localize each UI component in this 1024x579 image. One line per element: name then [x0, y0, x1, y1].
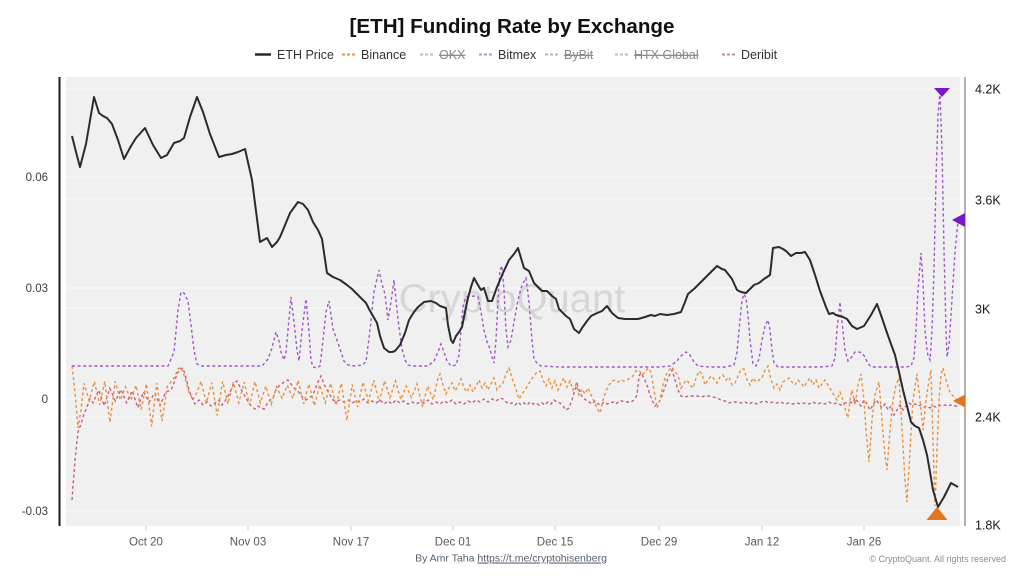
- svg-text:4.2K: 4.2K: [975, 83, 1001, 97]
- svg-text:© CryptoQuant. All rights rese: © CryptoQuant. All rights reserved: [869, 554, 1006, 564]
- svg-text:Dec 15: Dec 15: [537, 537, 573, 549]
- svg-text:3K: 3K: [975, 303, 991, 317]
- svg-text:0: 0: [42, 394, 48, 406]
- svg-text:Binance: Binance: [361, 48, 406, 62]
- svg-text:Oct 20: Oct 20: [129, 537, 163, 549]
- svg-text:Nov 17: Nov 17: [333, 537, 369, 549]
- svg-text:Dec 29: Dec 29: [641, 537, 677, 549]
- svg-text:ETH Price: ETH Price: [277, 48, 334, 62]
- svg-text:Nov 03: Nov 03: [230, 537, 266, 549]
- svg-text:CryptoQuant: CryptoQuant: [399, 277, 626, 321]
- svg-text:ByBit: ByBit: [564, 48, 594, 62]
- svg-text:1.8K: 1.8K: [975, 519, 1001, 533]
- svg-text:0.03: 0.03: [26, 283, 48, 295]
- svg-text:OKX: OKX: [439, 48, 466, 62]
- svg-text:2.4K: 2.4K: [975, 411, 1001, 425]
- svg-text:Jan 26: Jan 26: [847, 537, 882, 549]
- svg-text:[ETH] Funding Rate by Exchange: [ETH] Funding Rate by Exchange: [350, 15, 675, 38]
- svg-text:By Amr Taha https://t.me/crypt: By Amr Taha https://t.me/cryptohisenberg: [415, 553, 607, 565]
- svg-text:Bitmex: Bitmex: [498, 48, 537, 62]
- svg-text:HTX Global: HTX Global: [634, 48, 699, 62]
- svg-text:-0.03: -0.03: [22, 506, 48, 518]
- svg-text:Jan 12: Jan 12: [745, 537, 780, 549]
- svg-text:Dec 01: Dec 01: [435, 537, 471, 549]
- svg-text:0.06: 0.06: [26, 172, 48, 184]
- svg-text:3.6K: 3.6K: [975, 194, 1001, 208]
- svg-text:Deribit: Deribit: [741, 48, 778, 62]
